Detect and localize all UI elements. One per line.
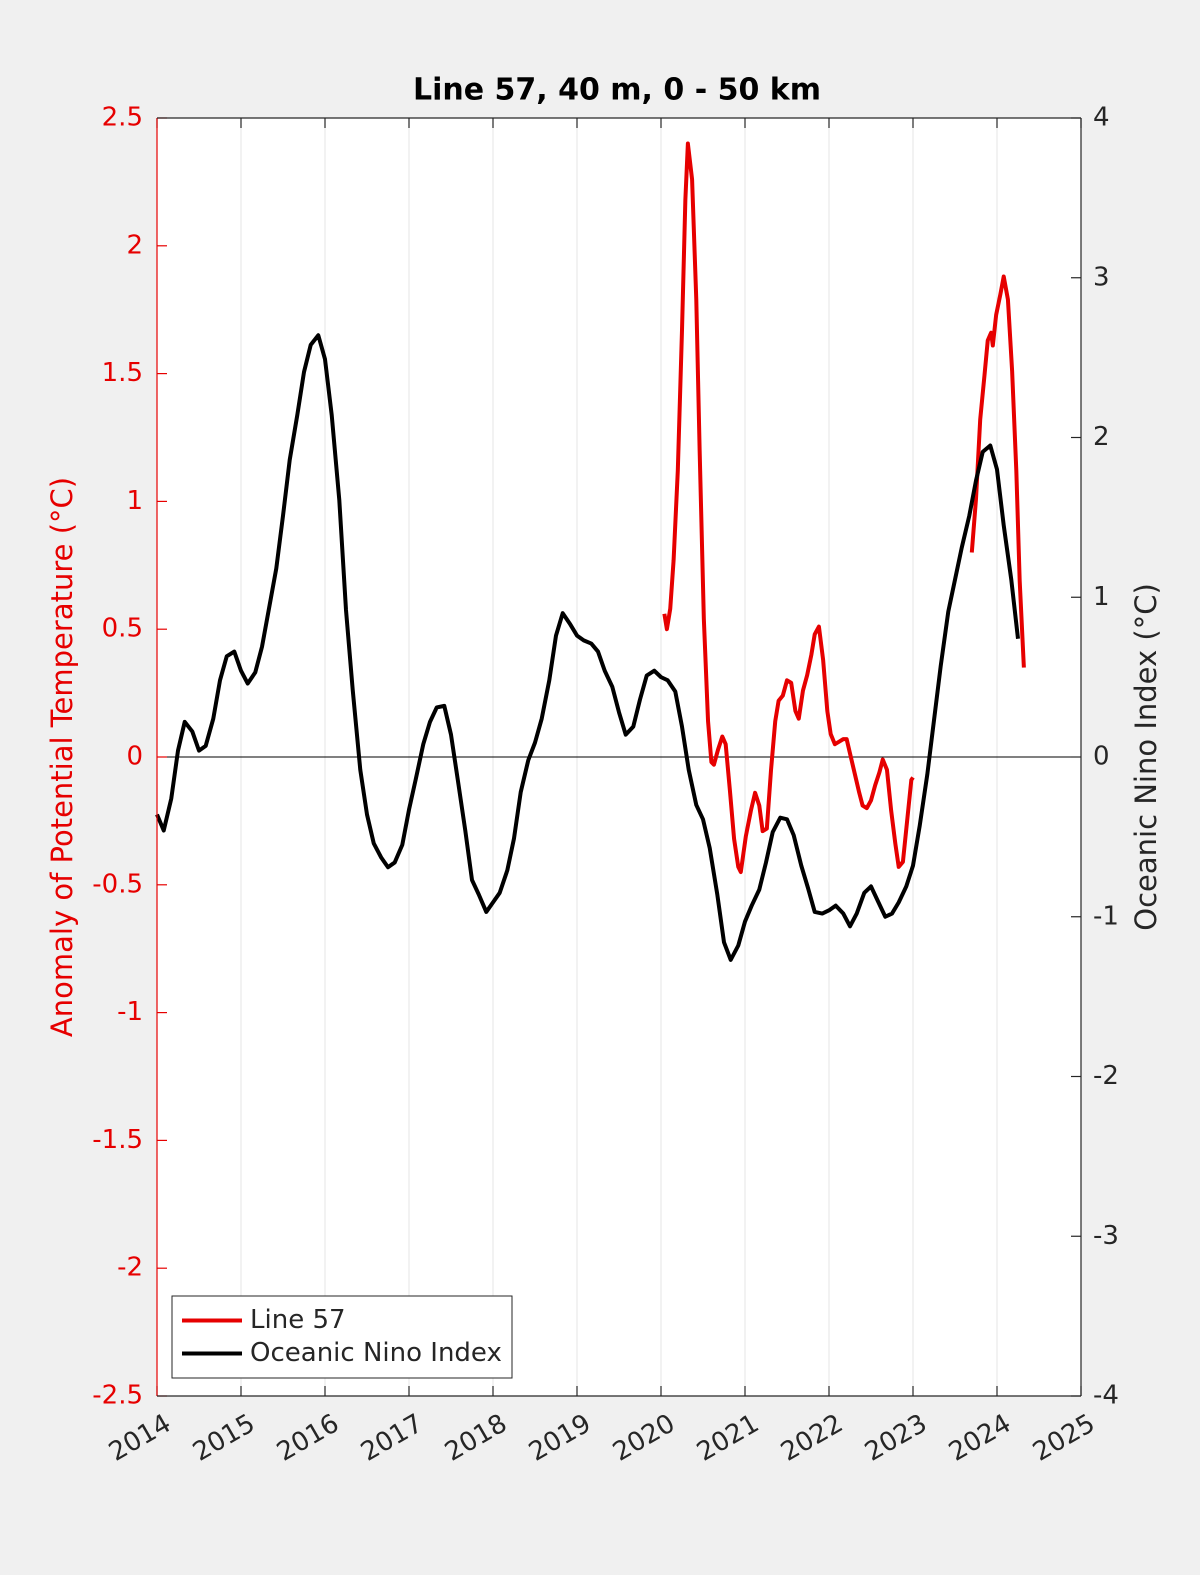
y-tick-label: -1 <box>117 997 143 1027</box>
x-tick-label: 2015 <box>188 1409 260 1468</box>
y2-tick-label: -1 <box>1093 901 1119 931</box>
x-tick-label: 2025 <box>1028 1409 1100 1468</box>
legend-label: Line 57 <box>250 1305 346 1335</box>
x-tick-label: 2024 <box>944 1409 1016 1468</box>
y-tick-label: 1.5 <box>102 358 143 388</box>
x-tick-label: 2021 <box>692 1409 764 1468</box>
y-tick-label: 1 <box>126 486 143 516</box>
x-tick-label: 2022 <box>776 1409 848 1468</box>
y-tick-label: -2.5 <box>92 1381 143 1411</box>
y-tick-label: 0.5 <box>102 614 143 644</box>
y2-tick-label: -3 <box>1093 1221 1119 1251</box>
y2-tick-label: 1 <box>1093 582 1110 612</box>
y2-tick-label: -2 <box>1093 1061 1119 1091</box>
x-tick-label: 2016 <box>272 1409 344 1468</box>
series-line <box>155 333 1020 962</box>
legend-label: Oceanic Nino Index <box>250 1338 502 1368</box>
series-line <box>662 141 1026 875</box>
x-tick-label: 2018 <box>440 1409 512 1468</box>
y-axis-label: Anomaly of Potential Temperature (°C) <box>45 477 79 1037</box>
chart-title: Line 57, 40 m, 0 - 50 km <box>413 73 821 108</box>
x-tick-label: 2023 <box>860 1409 932 1468</box>
y-tick-label: -2 <box>117 1253 143 1283</box>
y2-tick-label: 3 <box>1093 262 1110 292</box>
x-tick-label: 2020 <box>608 1409 680 1468</box>
y2-axis-label: Oceanic Nino Index (°C) <box>1129 583 1163 931</box>
y-tick-label: 0 <box>126 742 143 772</box>
legend-box <box>171 1295 513 1379</box>
y-tick-label: -1.5 <box>92 1125 143 1155</box>
y2-tick-label: -4 <box>1093 1381 1119 1411</box>
y-tick-label: 2 <box>126 230 143 260</box>
x-tick-label: 2019 <box>524 1409 596 1468</box>
x-tick-label: 2017 <box>356 1409 428 1468</box>
y2-tick-label: 2 <box>1093 422 1110 452</box>
y-tick-label: 2.5 <box>102 103 143 133</box>
x-tick-label: 2014 <box>104 1409 176 1468</box>
y2-tick-label: 0 <box>1093 742 1110 772</box>
y2-tick-label: 4 <box>1093 103 1110 133</box>
y-tick-label: -0.5 <box>92 869 143 899</box>
